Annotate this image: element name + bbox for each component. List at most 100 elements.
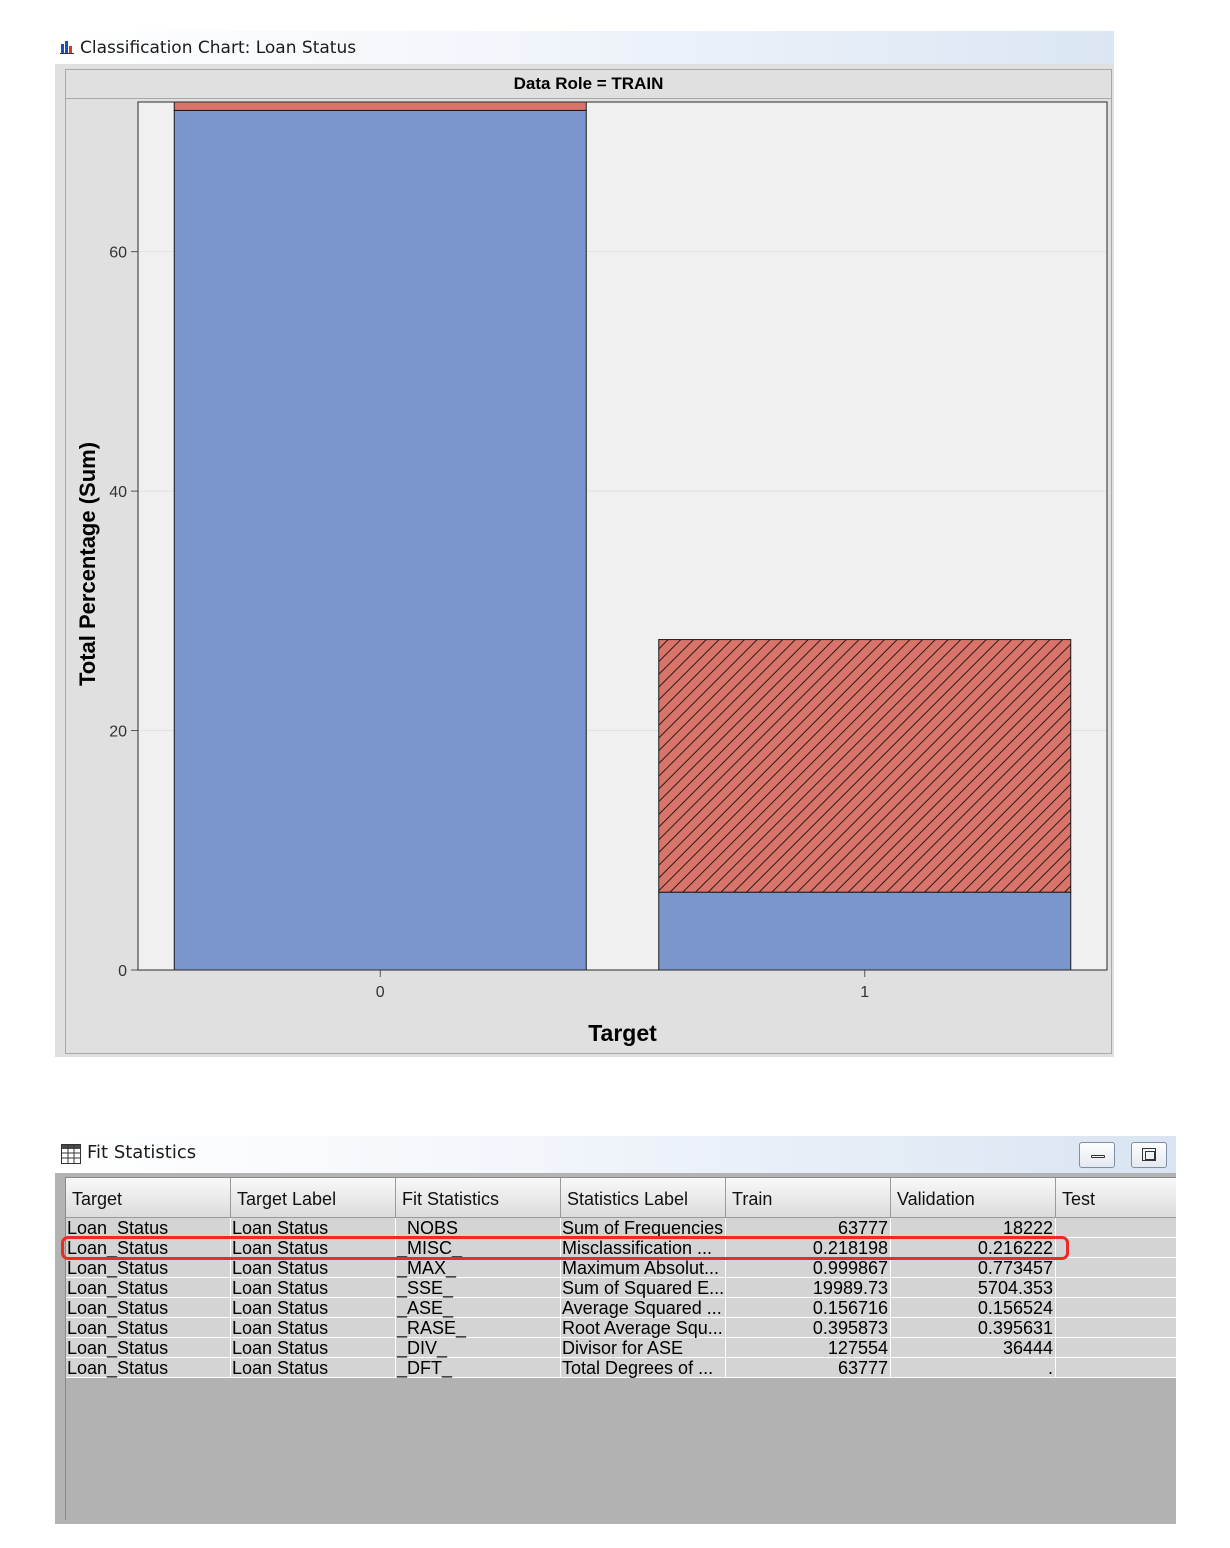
- table-cell: _SSE_: [396, 1278, 561, 1298]
- bar-segment: [658, 639, 1072, 893]
- table-cell: Loan_Status: [66, 1318, 231, 1338]
- y-tick-label: 20: [109, 724, 127, 741]
- table-cell: [1056, 1238, 1176, 1258]
- fit-statistics-table: Target Target Label Fit Statistics Statisti…: [65, 1177, 1176, 1520]
- classification-bar-chart: 0 20 40 60 0 1 Target Total Percentage (Sum): [75, 101, 1108, 1046]
- plot-border: [137, 101, 1108, 971]
- table-cell: [1056, 1358, 1176, 1378]
- stats-window-title: Fit Statistics: [87, 1142, 197, 1163]
- table-cell: Loan_Status: [66, 1298, 231, 1318]
- table-cell: 63777: [726, 1358, 891, 1378]
- table-cell: 19989.73: [726, 1278, 891, 1298]
- chart-window-title: Classification Chart: Loan Status: [80, 38, 357, 58]
- minimize-icon: [1091, 1155, 1105, 1158]
- column-header[interactable]: Target Label: [231, 1178, 396, 1218]
- table-cell: _DFT_: [396, 1358, 561, 1378]
- table-cell: Average Squared ...: [561, 1298, 726, 1318]
- data-role-header: Data Role = TRAIN: [66, 70, 1111, 99]
- table-cell: _NOBS_: [396, 1218, 561, 1238]
- table-cell: Loan Status: [231, 1338, 396, 1358]
- table-cell: Sum of Squared E...: [562, 1278, 726, 1298]
- table-cell: 0.395631: [891, 1318, 1056, 1338]
- table-cell: _RASE_: [396, 1318, 561, 1338]
- table-icon: [61, 1144, 81, 1164]
- table-cell: Root Average Squ...: [561, 1318, 726, 1338]
- table-cell: Misclassification ...: [561, 1238, 726, 1258]
- y-tick-label: 60: [109, 245, 127, 262]
- table-cell: 18222: [891, 1218, 1056, 1238]
- maximize-icon: [1142, 1148, 1156, 1161]
- table-cell: Loan Status: [231, 1258, 396, 1278]
- table-cell: _ASE_: [396, 1298, 561, 1318]
- table-row[interactable]: Loan_Status Loan Status _DIV_ Divisor for A…: [66, 1338, 1176, 1358]
- column-header[interactable]: Test: [1056, 1178, 1176, 1218]
- table-cell: _MISC_: [396, 1238, 561, 1258]
- bar-segment: [658, 891, 1072, 971]
- table-cell: .: [891, 1358, 1056, 1378]
- table-row[interactable]: Loan_Status Loan Status _RASE_ Root Average…: [66, 1318, 1176, 1338]
- column-header[interactable]: Target: [66, 1178, 231, 1218]
- x-tick-label: 0: [376, 984, 385, 1001]
- bar-segment: [173, 101, 587, 111]
- table-cell: Loan Status: [231, 1358, 396, 1378]
- table-cell: Loan Status: [231, 1298, 396, 1318]
- bar-chart-icon: [60, 41, 74, 54]
- table-cell: Sum of Frequencies: [561, 1218, 726, 1238]
- table-cell: 0.156524: [891, 1298, 1056, 1318]
- table-cell: 5704.353: [891, 1278, 1056, 1298]
- chart-panel: Data Role = TRAIN 0 20 40 60 0 1 Target Total P…: [65, 69, 1112, 1054]
- table-cell: 0.999867: [726, 1258, 891, 1278]
- table-cell: Loan Status: [231, 1238, 396, 1258]
- chart-titlebar[interactable]: Classification Chart: Loan Status: [55, 31, 1114, 64]
- table-row[interactable]: Loan_Status Loan Status _SSE_ Sum of Square…: [66, 1278, 1176, 1298]
- minimize-button[interactable]: [1079, 1142, 1115, 1168]
- table-cell: [1056, 1258, 1176, 1278]
- table-cell: _MAX_: [396, 1258, 561, 1278]
- table-row[interactable]: Loan_Status Loan Status _NOBS_ Sum of Frequ…: [66, 1218, 1176, 1238]
- bar-segment: [173, 109, 587, 971]
- y-tick-label: 0: [118, 963, 127, 980]
- table-cell: [1056, 1278, 1176, 1298]
- table-cell: Loan_Status: [66, 1338, 231, 1358]
- y-axis-label: Total Percentage (Sum): [75, 442, 100, 686]
- table-cell: Loan_Status: [66, 1238, 231, 1258]
- table-cell: Loan Status: [231, 1278, 396, 1298]
- column-header[interactable]: Train: [726, 1178, 891, 1218]
- table-cell: Loan_Status: [66, 1258, 231, 1278]
- table-cell: 0.773457: [891, 1258, 1056, 1278]
- classification-chart-window: Classification Chart: Loan Status Data R…: [55, 31, 1114, 1057]
- table-row[interactable]: Loan_Status Loan Status _DFT_ Total Degrees…: [66, 1358, 1176, 1378]
- table-cell: Loan_Status: [66, 1358, 231, 1378]
- table-cell: Loan_Status: [66, 1218, 231, 1238]
- table-cell: 127554: [726, 1338, 891, 1358]
- table-row[interactable]: Loan_Status Loan Status _ASE_ Average Squar…: [66, 1298, 1176, 1318]
- table-cell: Maximum Absolut...: [561, 1258, 726, 1278]
- misclassification-highlight: [61, 1236, 1069, 1260]
- table-row[interactable]: Loan_Status Loan Status _MISC_ Misclassific…: [66, 1238, 1176, 1258]
- stats-titlebar[interactable]: Fit Statistics: [55, 1136, 1176, 1173]
- table-cell: Divisor for ASE: [561, 1338, 726, 1358]
- column-header[interactable]: Fit Statistics: [396, 1178, 561, 1218]
- table-cell: Loan Status: [231, 1218, 396, 1238]
- table-cell: 0.156716: [726, 1298, 891, 1318]
- table-cell: 0.395873: [726, 1318, 891, 1338]
- table-cell: 0.216222: [891, 1238, 1056, 1258]
- y-tick-label: 40: [109, 484, 127, 501]
- table-cell: [1056, 1218, 1176, 1238]
- fit-statistics-window: Fit Statistics Target Target Label Fit Sta…: [55, 1136, 1176, 1524]
- column-header[interactable]: Statistics Label: [561, 1178, 726, 1218]
- table-cell: _DIV_: [396, 1338, 561, 1358]
- x-tick-label: 1: [860, 984, 869, 1001]
- table-cell: [1056, 1338, 1176, 1358]
- table-cell: 36444: [891, 1338, 1056, 1358]
- table-cell: 63777: [726, 1218, 891, 1238]
- table-header-row: Target Target Label Fit Statistics Statisti…: [66, 1178, 1176, 1218]
- table-cell: 0.218198: [726, 1238, 891, 1258]
- table-row[interactable]: Loan_Status Loan Status _MAX_ Maximum Absol…: [66, 1258, 1176, 1278]
- table-cell: [1056, 1298, 1176, 1318]
- column-header[interactable]: Validation: [891, 1178, 1056, 1218]
- table-cell: Total Degrees of ...: [561, 1358, 726, 1378]
- maximize-button[interactable]: [1131, 1142, 1167, 1168]
- table-cell: [1056, 1318, 1176, 1338]
- x-axis-label: Target: [588, 1020, 657, 1046]
